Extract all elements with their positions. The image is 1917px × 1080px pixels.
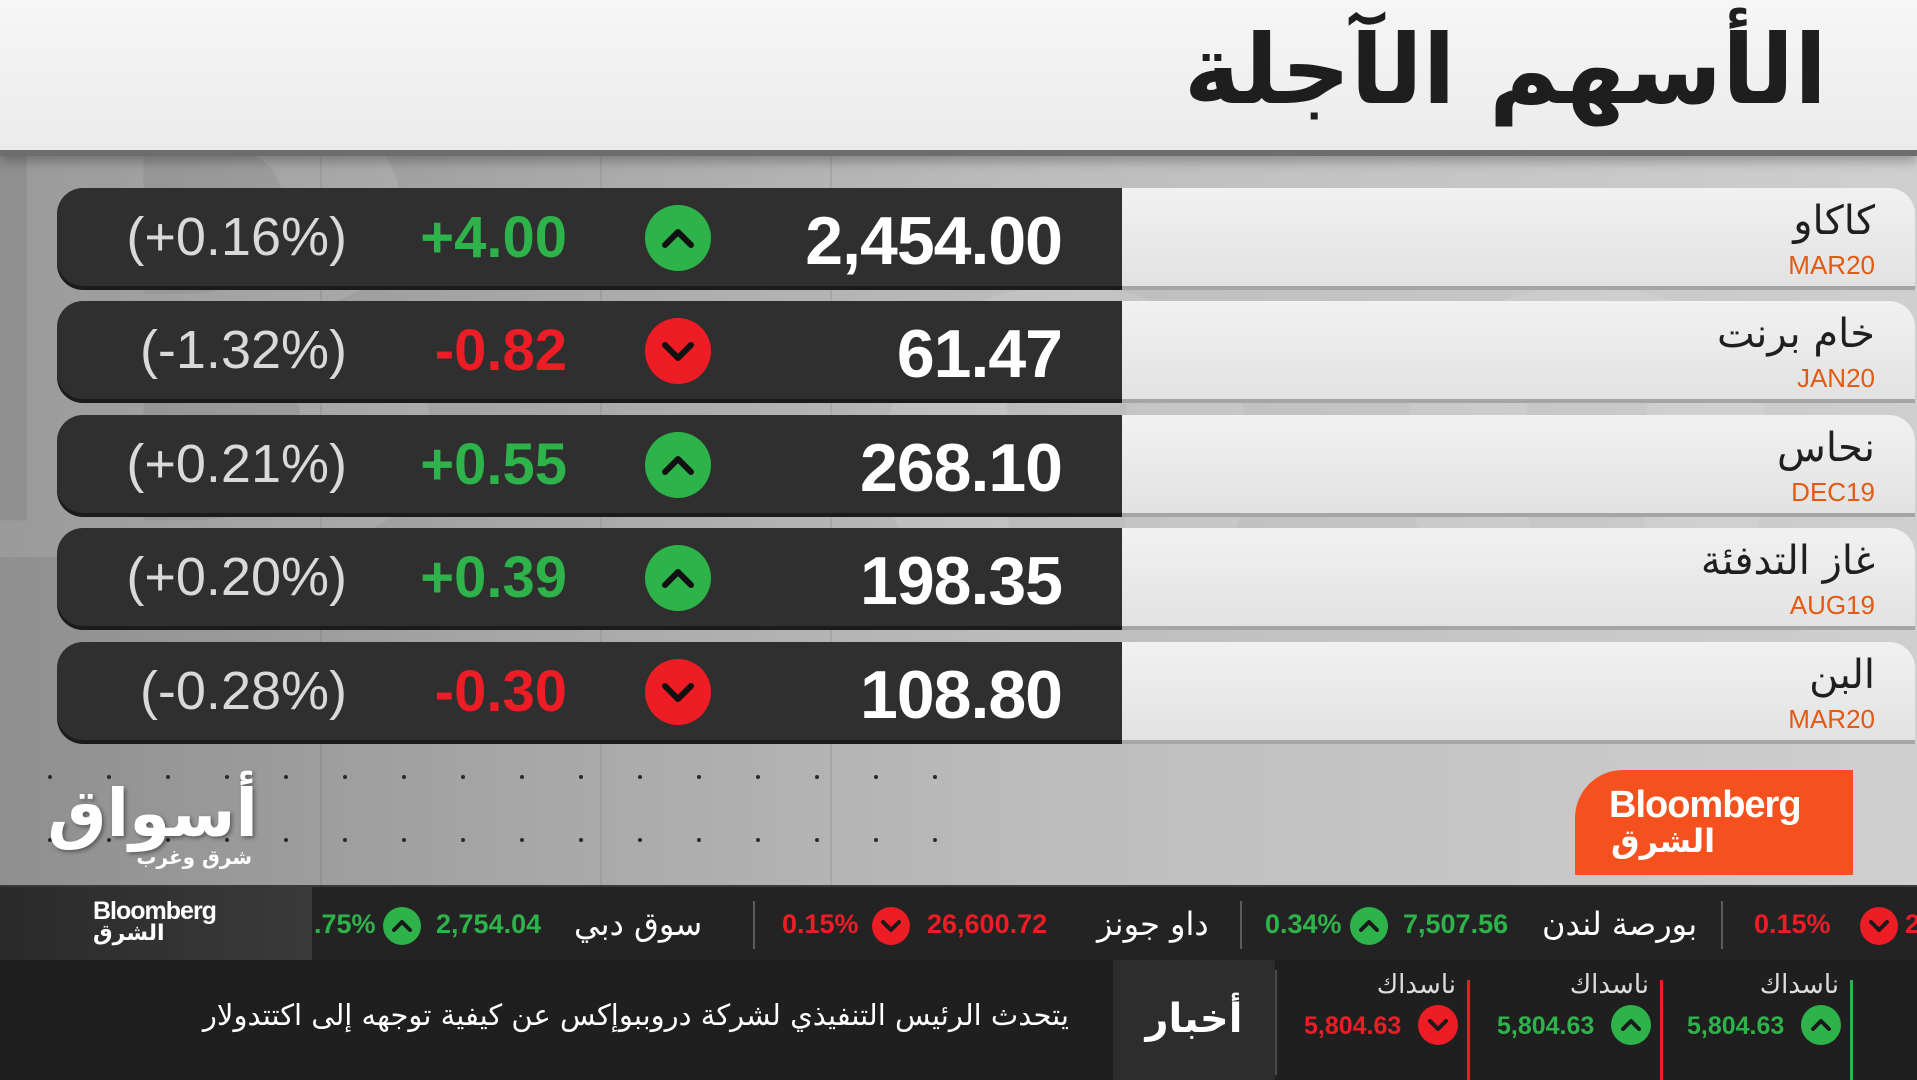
futures-row: (+0.21%) +0.55 268.10 نحاس DEC19 (57, 415, 1915, 515)
row-instrument-panel: غاز التدفئة AUG19 (1122, 528, 1915, 626)
mini-quote-label: ناسداك (1569, 970, 1649, 1000)
row-instrument-panel: البن MAR20 (1122, 642, 1915, 740)
bloomberg-asharq-logo: Bloomberg الشرق (1575, 770, 1853, 875)
mini-quote: 5,804.63 ناسداك (1473, 960, 1663, 1080)
futures-row: (+0.16%) +4.00 2,454.00 كاكاو MAR20 (57, 188, 1915, 288)
mini-quote: 5,804.63 ناسداك (1280, 960, 1470, 1080)
ticker-label: داو جونز (1097, 905, 1209, 943)
ticker-value: 26,600.72 (927, 909, 1048, 939)
row-quote-panel: (+0.21%) +0.55 268.10 (57, 415, 1122, 513)
mini-quote-value: 5,804.63 (1687, 1012, 1785, 1040)
row-change: +0.55 (420, 432, 567, 497)
page-title: الأسهم الآجلة (1183, 14, 1829, 126)
row-quote-panel: (+0.16%) +4.00 2,454.00 (57, 188, 1122, 286)
ticker-pct: 0.15% (1754, 909, 1831, 939)
down-arrow-icon (1418, 1005, 1458, 1045)
row-percent-change: (-0.28%) (139, 661, 347, 721)
aswaq-logo: أسواق شرق وغرب (47, 775, 258, 875)
row-change: -0.30 (434, 659, 567, 724)
ticker-item-london: 0.34% 7,507.56 بورصة لندن (1240, 887, 1720, 962)
news-headline: يتحدث الرئيس التنفيذي لشركة دروببوإكس عن… (202, 998, 1069, 1032)
ticker-pct: 0.15% (782, 909, 859, 939)
up-arrow-icon (383, 907, 421, 945)
down-arrow-icon (1860, 907, 1898, 945)
row-instrument-name: غاز التدفئة (1700, 538, 1875, 584)
ticker-logo-ar: الشرق (93, 921, 165, 946)
down-arrow-icon (872, 907, 910, 945)
futures-row: (-1.32%) -0.82 61.47 خام برنت JAN20 (57, 301, 1915, 401)
row-price: 61.47 (896, 316, 1063, 392)
ticker-pct: .75% (314, 909, 376, 939)
ticker-item-dubai: .75% 2,754.04 سوق دبي (312, 887, 752, 962)
down-arrow-icon (645, 318, 711, 384)
mini-quote-value: 5,804.63 (1304, 1012, 1402, 1040)
row-percent-change: (-1.32%) (139, 320, 347, 380)
news-bar: يتحدث الرئيس التنفيذي لشركة دروببوإكس عن… (0, 960, 1917, 1080)
up-arrow-icon (645, 432, 711, 498)
futures-row: (+0.20%) +0.39 198.35 غاز التدفئة AUG19 (57, 528, 1915, 628)
up-arrow-icon (1801, 1005, 1841, 1045)
row-percent-change: (+0.16%) (126, 207, 347, 267)
row-quote-panel: (-0.28%) -0.30 108.80 (57, 642, 1122, 740)
row-instrument-name: نحاس (1777, 425, 1875, 471)
row-price: 268.10 (860, 430, 1063, 506)
ticker-item-dow-jones: 0.15% 26,600.72 داو جونز (757, 887, 1237, 962)
row-change: -0.82 (434, 318, 567, 383)
futures-row: (-0.28%) -0.30 108.80 البن MAR20 (57, 642, 1915, 742)
row-contract-month: MAR20 (1788, 704, 1875, 734)
mini-quote-label: ناسداك (1376, 970, 1456, 1000)
row-change: +0.39 (420, 545, 567, 610)
aswaq-logo-subtext: شرق وغرب (136, 845, 252, 869)
down-arrow-icon (645, 659, 711, 725)
row-price: 2,454.00 (805, 203, 1063, 279)
row-instrument-name: خام برنت (1716, 311, 1875, 357)
ticker-value: 2,754.04 (436, 909, 542, 939)
dot-pattern (48, 775, 937, 779)
bloomberg-logo-text: Bloomberg (1609, 784, 1802, 826)
row-change: +4.00 (420, 205, 567, 270)
row-contract-month: AUG19 (1789, 590, 1875, 620)
news-label: أخبار (1145, 996, 1243, 1042)
up-arrow-icon (645, 205, 711, 271)
mini-quote-value: 5,804.63 (1497, 1012, 1595, 1040)
row-instrument-name: البن (1809, 652, 1875, 698)
row-contract-month: MAR20 (1788, 250, 1875, 280)
row-contract-month: JAN20 (1796, 363, 1875, 393)
ticker-pct: 0.34% (1265, 909, 1342, 939)
row-price: 108.80 (860, 657, 1063, 733)
row-quote-panel: (+0.20%) +0.39 198.35 (57, 528, 1122, 626)
mini-quote: 5,804.63 ناسداك (1663, 960, 1853, 1080)
news-label-box: أخبار (1113, 960, 1275, 1080)
up-arrow-icon (1350, 907, 1388, 945)
row-price: 198.35 (860, 543, 1063, 619)
ticker-label: سوق دبي (574, 905, 703, 943)
ticker-pct: 2 (1905, 909, 1917, 939)
row-percent-change: (+0.21%) (126, 434, 347, 494)
ticker-label: بورصة لندن (1542, 905, 1698, 943)
aswaq-logo-text: أسواق (47, 775, 258, 852)
asharq-logo-text: الشرق (1611, 822, 1716, 860)
header-bar: الأسهم الآجلة (0, 0, 1917, 156)
up-arrow-icon (1611, 1005, 1651, 1045)
market-ticker: 0.15% 2 0.34% 7,507.56 بورصة لندن 0.15% … (0, 885, 1917, 962)
ticker-item: 0.15% 2 (1722, 887, 1917, 962)
ticker-bloomberg-logo: Bloomberg الشرق (0, 887, 312, 962)
row-instrument-panel: خام برنت JAN20 (1122, 301, 1915, 399)
row-contract-month: DEC19 (1791, 477, 1875, 507)
row-instrument-name: كاكاو (1793, 198, 1875, 244)
row-quote-panel: (-1.32%) -0.82 61.47 (57, 301, 1122, 399)
row-instrument-panel: نحاس DEC19 (1122, 415, 1915, 513)
dot-pattern (48, 838, 937, 842)
mini-quote-label: ناسداك (1759, 970, 1839, 1000)
ticker-logo-en: Bloomberg (93, 897, 217, 925)
up-arrow-icon (645, 545, 711, 611)
ticker-value: 7,507.56 (1403, 909, 1509, 939)
row-instrument-panel: كاكاو MAR20 (1122, 188, 1915, 286)
row-percent-change: (+0.20%) (126, 547, 347, 607)
